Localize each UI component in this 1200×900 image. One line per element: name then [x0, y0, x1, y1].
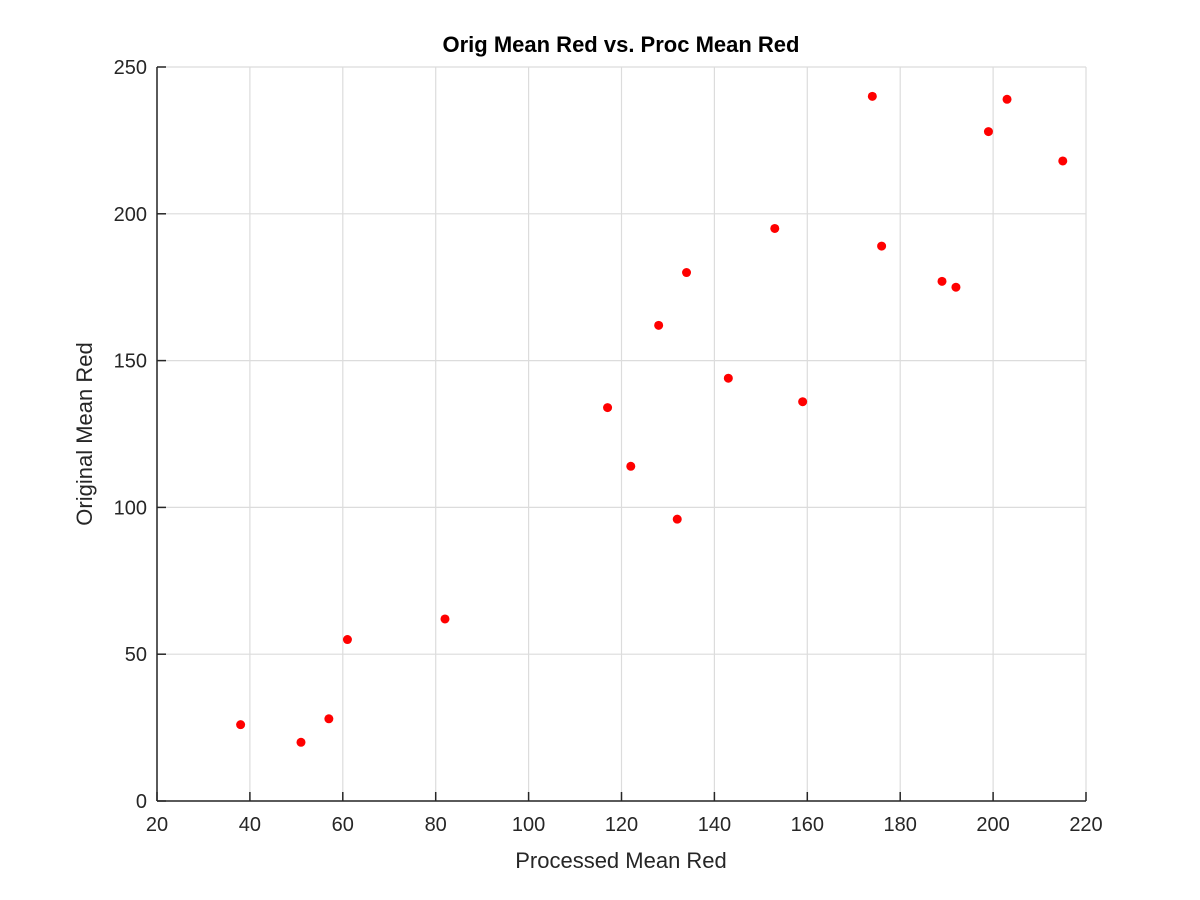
data-point: [296, 737, 306, 747]
x-axis-label: Processed Mean Red: [515, 848, 727, 873]
data-point: [951, 282, 961, 292]
data-point: [236, 720, 246, 730]
y-tick-label: 250: [114, 57, 147, 79]
data-point: [682, 268, 692, 278]
x-tick-label: 40: [239, 814, 261, 836]
x-tick-label: 20: [146, 814, 168, 836]
data-point: [342, 635, 352, 645]
y-tick-label: 200: [114, 204, 147, 226]
y-tick-label: 100: [114, 497, 147, 519]
y-axis-label: Original Mean Red: [72, 342, 97, 525]
x-tick-label: 120: [605, 814, 638, 836]
chart-title: Orig Mean Red vs. Proc Mean Red: [443, 32, 800, 57]
data-point: [877, 241, 887, 251]
data-point: [798, 397, 808, 407]
x-tick-label: 180: [884, 814, 917, 836]
data-point: [770, 223, 780, 233]
y-tick-label: 50: [125, 644, 147, 666]
x-tick-label: 200: [976, 814, 1009, 836]
data-point: [324, 714, 334, 724]
x-tick-label: 160: [791, 814, 824, 836]
x-tick-label: 100: [512, 814, 545, 836]
data-point: [440, 614, 450, 624]
data-point: [654, 320, 664, 330]
y-axis-ticks: 0 50 100 150 200 250: [114, 57, 166, 813]
data-point: [1058, 156, 1068, 166]
data-point: [937, 276, 947, 286]
data-point: [723, 373, 733, 383]
data-point: [672, 514, 682, 524]
data-point: [603, 403, 613, 413]
x-tick-label: 80: [425, 814, 447, 836]
x-tick-label: 140: [698, 814, 731, 836]
x-axis-ticks: 20 40 60 80 100 120 140 160 180 200 220: [146, 792, 1103, 836]
data-point: [867, 91, 877, 101]
x-tick-label: 60: [332, 814, 354, 836]
grid-lines: [156, 66, 1087, 802]
y-tick-label: 150: [114, 351, 147, 373]
y-tick-label: 0: [136, 791, 147, 813]
data-point: [1002, 94, 1012, 104]
data-points: [236, 91, 1068, 747]
data-point: [626, 461, 636, 471]
data-point: [983, 127, 993, 137]
x-tick-label: 220: [1069, 814, 1102, 836]
